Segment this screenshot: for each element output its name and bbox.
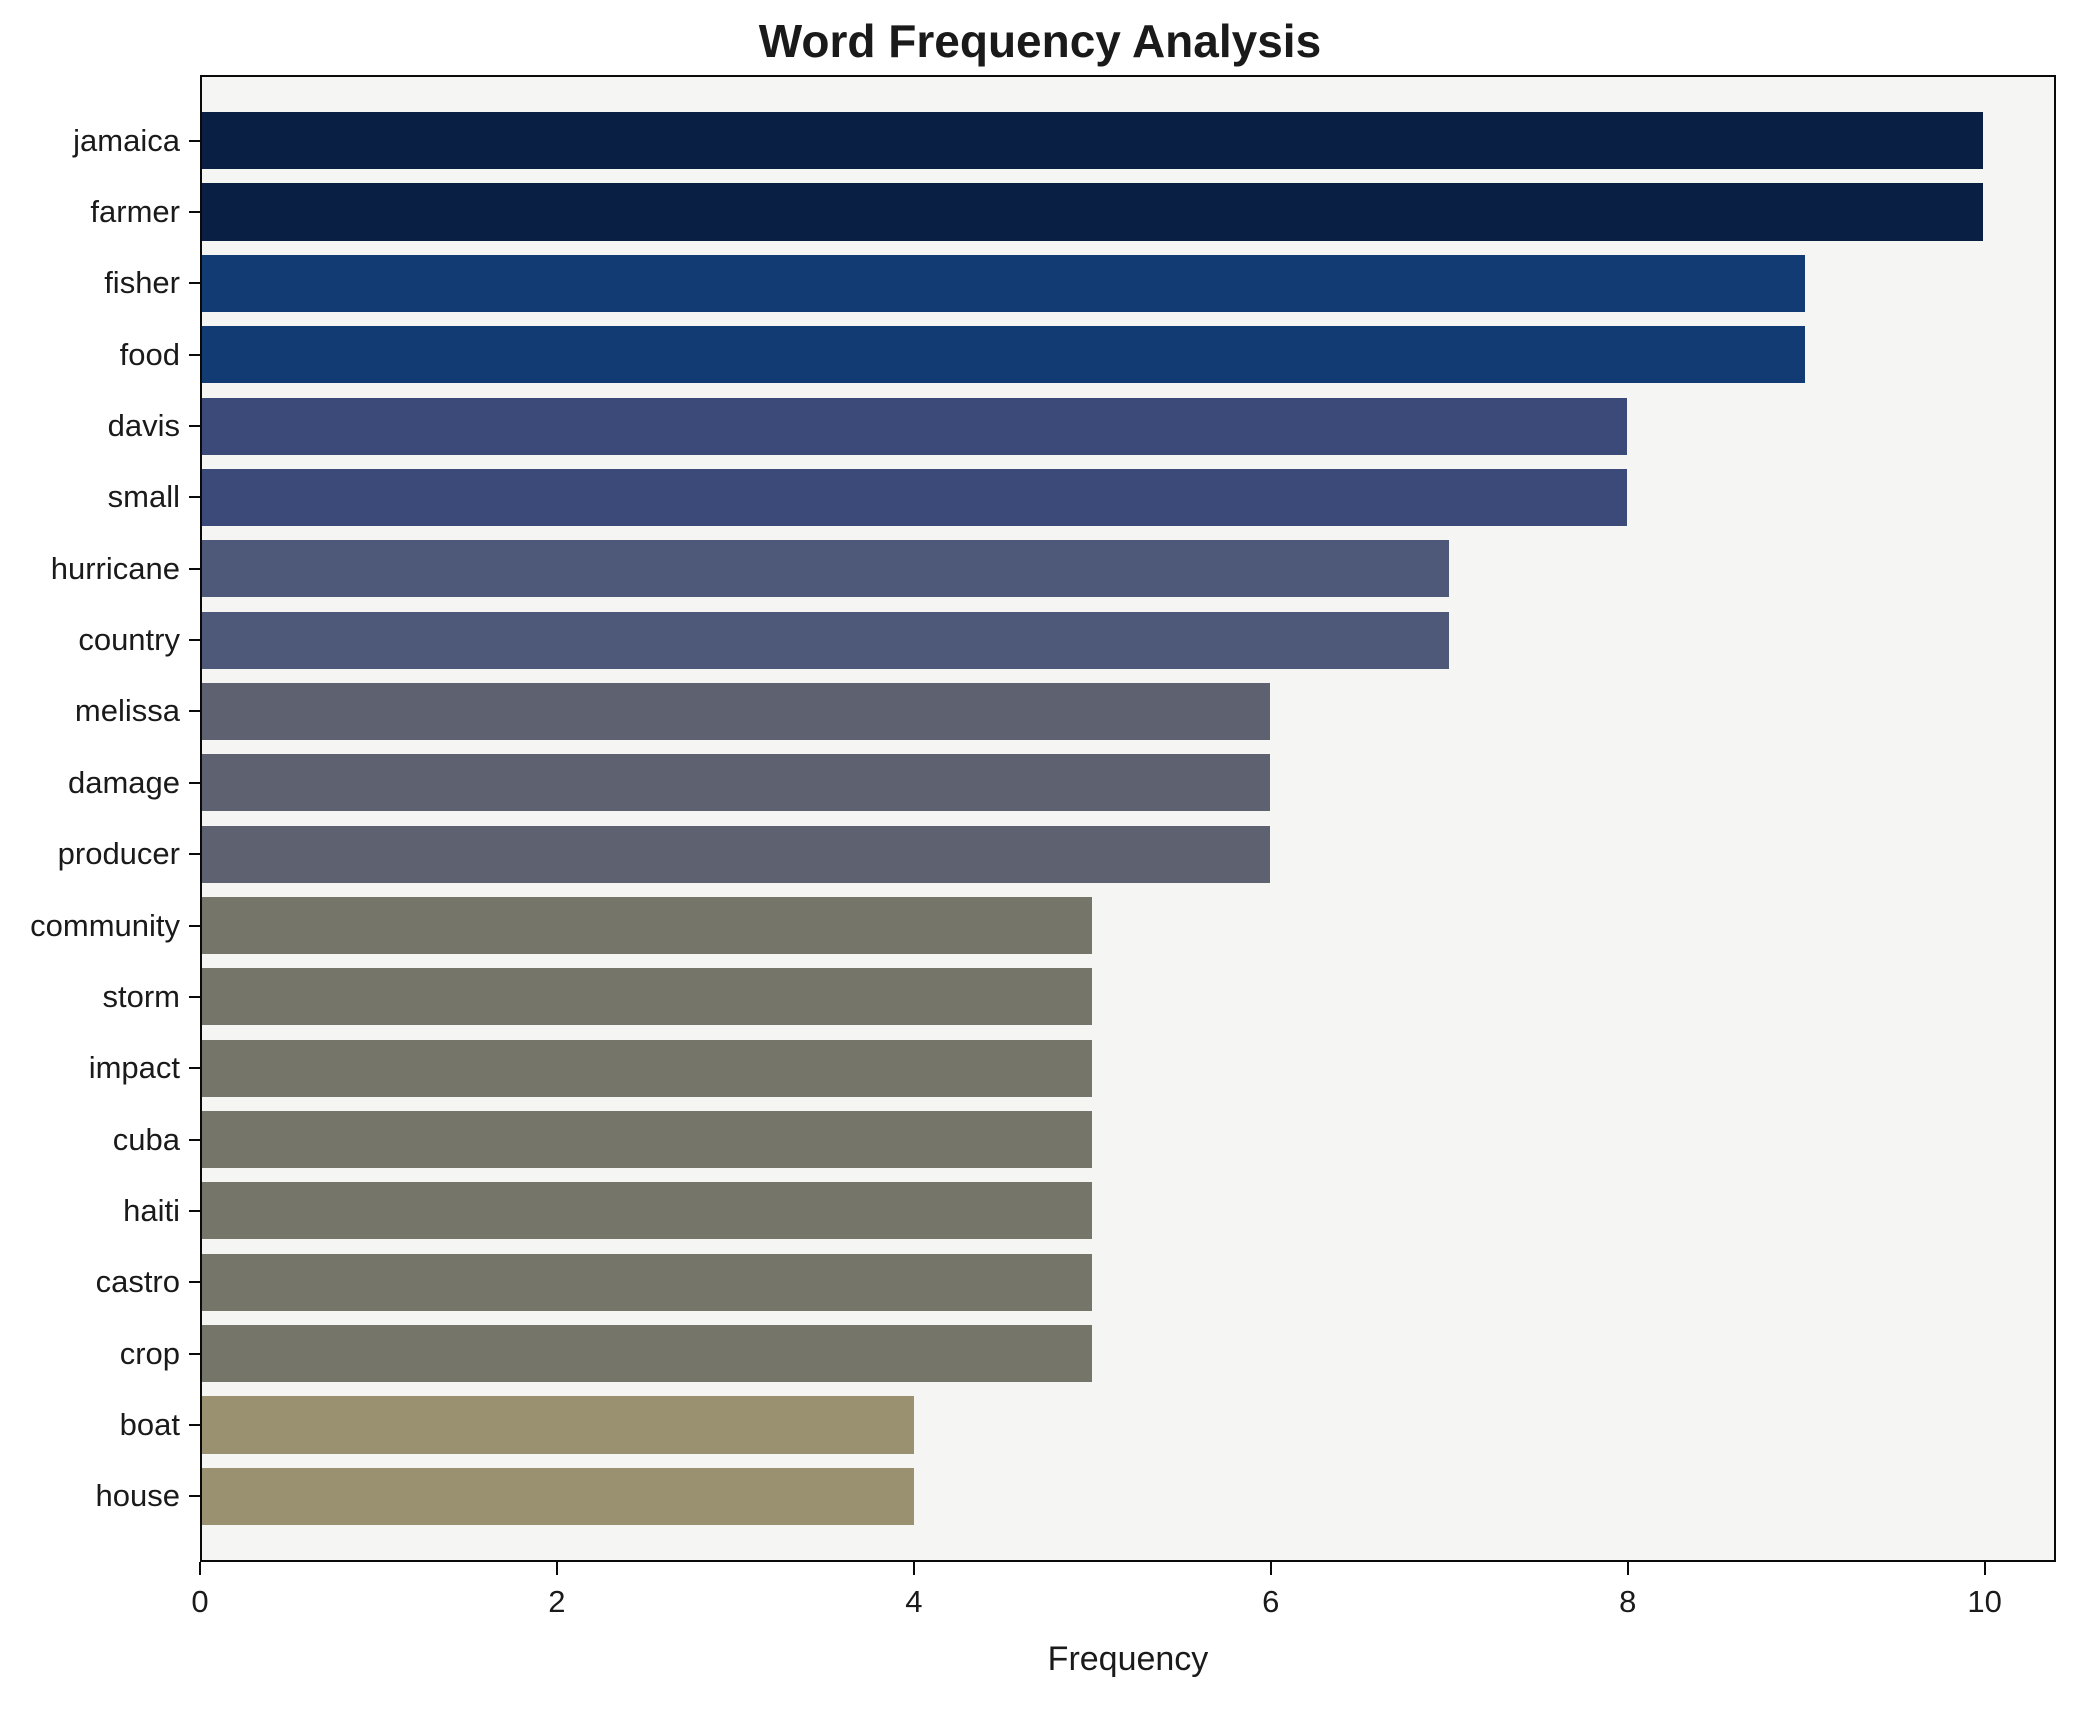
y-tick-mark: [189, 924, 200, 927]
y-tick-label-community: community: [30, 907, 180, 943]
y-tick-mark: [189, 1067, 200, 1070]
x-tick-label-4: 4: [905, 1584, 923, 1619]
y-tick-mark: [189, 1352, 200, 1355]
x-axis-label: Frequency: [1047, 1640, 1209, 1678]
y-tick-label-hurricane: hurricane: [50, 550, 180, 586]
y-tick-label-cuba: cuba: [112, 1121, 180, 1157]
y-tick-mark: [189, 282, 200, 285]
y-tick-mark: [189, 1281, 200, 1284]
x-tick-mark: [912, 1562, 915, 1575]
bar-impact: [202, 1039, 1093, 1097]
bar-jamaica: [202, 112, 1983, 170]
y-tick-label-house: house: [95, 1478, 180, 1514]
bar-castro: [202, 1253, 1093, 1311]
y-tick-mark: [189, 425, 200, 428]
y-tick-mark: [189, 853, 200, 856]
y-tick-label-farmer: farmer: [90, 194, 180, 230]
y-tick-label-castro: castro: [95, 1264, 180, 1300]
x-tick-mark: [199, 1562, 201, 1575]
y-tick-mark: [189, 639, 200, 642]
y-tick-label-jamaica: jamaica: [73, 122, 180, 158]
y-tick-label-impact: impact: [88, 1050, 180, 1086]
y-tick-mark: [189, 139, 200, 142]
bar-storm: [202, 968, 1093, 1026]
y-tick-mark: [189, 1495, 200, 1498]
chart-title: Word Frequency Analysis: [758, 15, 1322, 67]
y-tick-mark: [189, 353, 200, 356]
bar-hurricane: [202, 540, 1449, 598]
bar-melissa: [202, 682, 1271, 740]
bar-fisher: [202, 254, 1805, 312]
bar-community: [202, 896, 1093, 955]
bar-damage: [202, 754, 1271, 812]
x-tick-mark: [1269, 1562, 1272, 1575]
y-tick-label-haiti: haiti: [123, 1192, 180, 1228]
x-tick-mark: [1983, 1562, 1986, 1575]
bar-davis: [202, 397, 1627, 455]
y-tick-label-fisher: fisher: [104, 265, 180, 301]
y-tick-label-producer: producer: [57, 836, 180, 872]
y-tick-label-boat: boat: [119, 1406, 180, 1442]
y-tick-mark: [189, 1138, 200, 1141]
bar-boat: [202, 1396, 915, 1454]
bar-haiti: [202, 1182, 1093, 1240]
y-tick-mark: [189, 995, 200, 998]
y-tick-label-crop: crop: [119, 1335, 180, 1371]
x-tick-mark: [555, 1562, 558, 1575]
y-tick-label-food: food: [119, 336, 180, 372]
y-tick-label-storm: storm: [102, 978, 181, 1014]
y-tick-label-country: country: [78, 622, 180, 658]
bar-producer: [202, 825, 1271, 883]
y-tick-mark: [189, 1209, 200, 1212]
x-tick-mark: [1626, 1562, 1629, 1575]
x-tick-label-8: 8: [1619, 1584, 1637, 1619]
y-tick-mark: [189, 496, 200, 499]
y-tick-mark: [189, 211, 200, 214]
y-tick-label-damage: damage: [67, 764, 180, 800]
bar-cuba: [202, 1111, 1093, 1169]
y-tick-mark: [189, 710, 200, 713]
bar-farmer: [202, 183, 1983, 241]
x-tick-label-2: 2: [548, 1584, 566, 1619]
y-tick-label-melissa: melissa: [74, 693, 180, 729]
y-tick-mark: [189, 781, 200, 784]
y-tick-mark: [189, 1423, 200, 1426]
y-tick-mark: [189, 567, 200, 570]
y-tick-label-small: small: [107, 479, 180, 515]
bar-crop: [202, 1325, 1093, 1383]
bar-house: [202, 1467, 915, 1525]
bar-small: [202, 468, 1627, 526]
bar-country: [202, 611, 1449, 669]
plot-area: [200, 75, 2056, 1562]
y-tick-label-davis: davis: [107, 408, 180, 444]
x-tick-label-10: 10: [1967, 1584, 2002, 1619]
bar-food: [202, 326, 1805, 384]
x-tick-label-0: 0: [191, 1584, 209, 1619]
x-tick-label-6: 6: [1262, 1584, 1280, 1619]
